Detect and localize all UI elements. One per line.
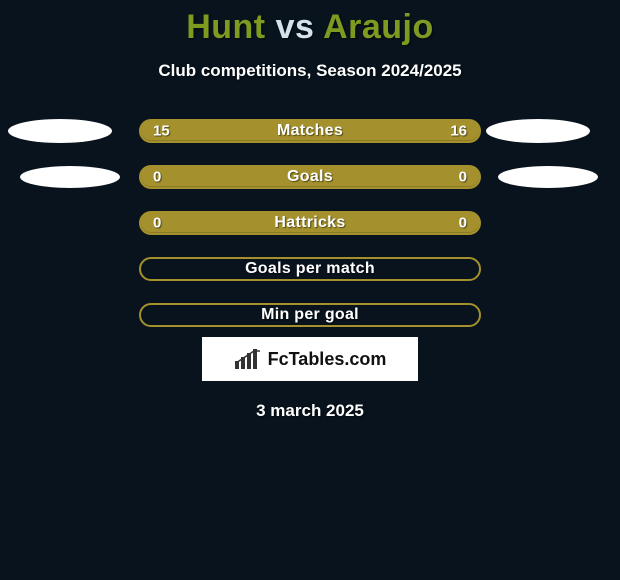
stats-container: 15 Matches 16 0 Goals 0 0 Hattricks 0 Goals per m… bbox=[0, 119, 620, 327]
comparison-card: Hunt vs Araujo Club competitions, Season… bbox=[0, 0, 620, 580]
player-right-ellipse bbox=[486, 119, 590, 143]
stat-bar: 15 Matches 16 bbox=[139, 119, 481, 143]
title-player-right: Araujo bbox=[314, 8, 433, 46]
stat-value-left: 0 bbox=[153, 215, 161, 232]
player-left-ellipse bbox=[20, 166, 120, 188]
stat-row: 15 Matches 16 bbox=[0, 119, 620, 143]
subtitle: Club competitions, Season 2024/2025 bbox=[0, 61, 620, 81]
stat-row: 0 Hattricks 0 bbox=[0, 211, 620, 235]
title-vs: vs bbox=[276, 8, 315, 46]
stat-bar: 0 Goals 0 bbox=[139, 165, 481, 189]
stat-row: Min per goal bbox=[0, 303, 620, 327]
stat-label: Min per goal bbox=[261, 306, 359, 324]
stat-label: Matches bbox=[277, 122, 343, 140]
stat-value-left: 0 bbox=[153, 169, 161, 186]
stat-bar: Goals per match bbox=[139, 257, 481, 281]
stat-value-right: 16 bbox=[450, 123, 467, 140]
stat-bar: 0 Hattricks 0 bbox=[139, 211, 481, 235]
stat-value-right: 0 bbox=[459, 215, 467, 232]
date-text: 3 march 2025 bbox=[0, 401, 620, 421]
stat-row: Goals per match bbox=[0, 257, 620, 281]
stat-value-right: 0 bbox=[459, 169, 467, 186]
player-right-ellipse bbox=[498, 166, 598, 188]
stat-row: 0 Goals 0 bbox=[0, 165, 620, 189]
logo-text: FcTables.com bbox=[268, 349, 387, 370]
player-left-ellipse bbox=[8, 119, 112, 143]
logo-box: FcTables.com bbox=[202, 337, 418, 381]
bar-chart-icon bbox=[234, 349, 262, 369]
stat-value-left: 15 bbox=[153, 123, 170, 140]
stat-label: Goals per match bbox=[245, 260, 375, 278]
stat-bar: Min per goal bbox=[139, 303, 481, 327]
page-title: Hunt vs Araujo bbox=[0, 0, 620, 47]
stat-label: Goals bbox=[287, 168, 333, 186]
stat-label: Hattricks bbox=[274, 214, 345, 232]
title-player-left: Hunt bbox=[186, 8, 275, 46]
